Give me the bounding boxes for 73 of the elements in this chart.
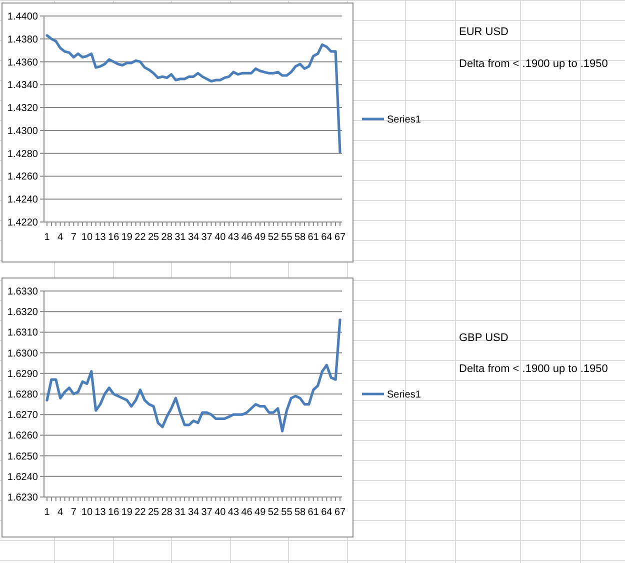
y-tick-label: 1.6260 (7, 430, 38, 442)
x-tick-label: 55 (281, 232, 293, 243)
y-tick-label: 1.4320 (7, 103, 38, 114)
x-tick-label: 61 (308, 232, 320, 243)
x-tick-label: 19 (121, 232, 133, 243)
y-tick-label: 1.6250 (7, 451, 38, 462)
x-tick-label: 55 (281, 507, 293, 518)
y-tick-label: 1.4360 (7, 57, 38, 68)
x-tick-label: 10 (81, 507, 93, 518)
text: Delta from < .1900 up to .1950 (459, 58, 608, 70)
x-tick-label: 13 (94, 232, 106, 243)
y-tick-label: 1.4400 (7, 12, 38, 22)
y-tick-label: 1.6240 (7, 472, 38, 483)
x-tick-label: 43 (228, 507, 240, 518)
x-tick-label: 64 (321, 232, 333, 243)
x-tick-label: 49 (254, 507, 266, 518)
x-tick-label: 46 (241, 232, 253, 243)
x-tick-label: 37 (201, 507, 213, 518)
y-tick-label: 1.6280 (7, 390, 38, 400)
x-tick-label: 16 (108, 232, 120, 243)
x-tick-label: 28 (161, 232, 173, 243)
y-tick-label: 1.6320 (7, 307, 38, 318)
x-tick-label: 67 (334, 232, 346, 243)
x-tick-label: 58 (294, 232, 306, 243)
x-tick-label: 31 (174, 507, 186, 518)
legend-label: Series1 (387, 390, 422, 400)
y-tick-label: 1.6300 (7, 348, 38, 360)
x-tick-label: 34 (188, 232, 200, 243)
x-tick-label: 10 (81, 232, 93, 243)
x-tick-label: 34 (188, 507, 200, 518)
x-tick-label: 13 (94, 507, 106, 518)
x-tick-label: 16 (108, 507, 120, 518)
x-tick-label: 40 (214, 507, 226, 518)
text: EUR USD (459, 26, 509, 38)
y-tick-label: 1.4380 (7, 34, 38, 46)
x-tick-label: 61 (308, 507, 320, 518)
x-tick-label: 25 (148, 507, 160, 518)
x-tick-label: 25 (148, 232, 160, 243)
y-tick-label: 1.6230 (7, 492, 38, 504)
x-tick-label: 52 (268, 232, 280, 243)
x-tick-label: 22 (134, 232, 146, 243)
x-tick-label: 4 (58, 232, 64, 243)
x-tick-label: 67 (334, 507, 346, 518)
x-tick-label: 49 (254, 232, 266, 243)
text: GBP USD (459, 332, 508, 344)
y-tick-label: 1.6310 (7, 328, 38, 339)
x-tick-label: 7 (70, 507, 77, 518)
y-tick-label: 1.6270 (7, 410, 38, 422)
legend-label: Series1 (387, 114, 422, 126)
x-tick-label: 52 (268, 507, 280, 518)
x-tick-label: 1 (44, 507, 50, 518)
y-tick-label: 1.4220 (7, 218, 38, 228)
y-tick-label: 1.4260 (7, 172, 38, 183)
x-tick-label: 1 (44, 232, 50, 243)
x-tick-label: 64 (321, 507, 333, 518)
x-tick-label: 31 (174, 232, 186, 243)
text: Delta from < .1900 up to .1950 (459, 363, 608, 375)
x-tick-label: 46 (241, 507, 253, 518)
y-tick-label: 1.6290 (7, 368, 38, 380)
y-tick-label: 1.4240 (7, 194, 38, 206)
x-tick-label: 37 (201, 232, 213, 243)
x-tick-label: 19 (121, 507, 133, 518)
x-tick-label: 4 (58, 507, 64, 518)
y-tick-label: 1.6330 (7, 286, 38, 298)
y-tick-label: 1.4280 (7, 148, 38, 160)
x-tick-label: 7 (70, 232, 77, 243)
y-tick-label: 1.4340 (7, 80, 38, 92)
x-tick-label: 43 (228, 232, 240, 243)
y-tick-label: 1.4300 (7, 126, 38, 137)
x-tick-label: 28 (161, 507, 173, 518)
x-tick-label: 58 (294, 507, 306, 518)
x-tick-label: 22 (134, 507, 146, 518)
x-tick-label: 40 (214, 232, 226, 243)
